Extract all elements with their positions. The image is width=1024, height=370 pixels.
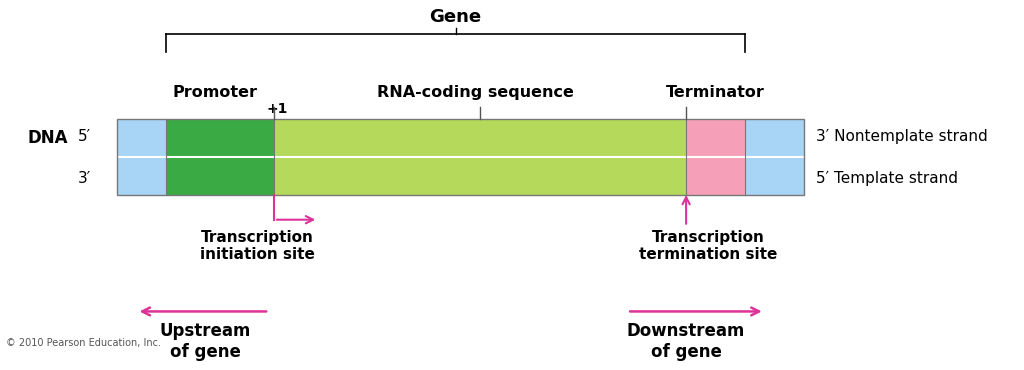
Text: Downstream
of gene: Downstream of gene — [627, 322, 745, 361]
Text: Terminator: Terminator — [666, 85, 765, 100]
Bar — [274, 119, 686, 195]
Text: Promoter: Promoter — [173, 85, 258, 100]
Text: +1: +1 — [266, 102, 288, 116]
Text: Upstream
of gene: Upstream of gene — [160, 322, 251, 361]
Bar — [117, 119, 166, 195]
Text: 5′ Template strand: 5′ Template strand — [816, 171, 957, 186]
Text: RNA-coding sequence: RNA-coding sequence — [377, 85, 573, 100]
Text: DNA: DNA — [28, 130, 68, 147]
Text: © 2010 Pearson Education, Inc.: © 2010 Pearson Education, Inc. — [6, 338, 161, 348]
Text: Transcription
termination site: Transcription termination site — [639, 230, 778, 262]
Bar — [686, 119, 745, 195]
Bar — [166, 119, 274, 195]
Bar — [745, 119, 804, 195]
Text: Transcription
initiation site: Transcription initiation site — [200, 230, 314, 262]
Text: 3′ Nontemplate strand: 3′ Nontemplate strand — [816, 128, 987, 144]
Text: Gene: Gene — [429, 8, 481, 26]
Text: 3′: 3′ — [78, 171, 91, 186]
Bar — [117, 119, 804, 195]
Text: 5′: 5′ — [78, 128, 91, 144]
